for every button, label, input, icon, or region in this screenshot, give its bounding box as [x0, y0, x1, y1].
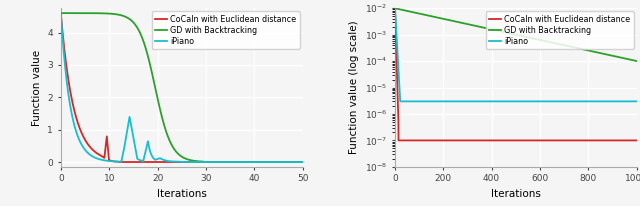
iPiano — [69, 119, 77, 122]
GD with Backtracking — [633, 60, 640, 62]
Line: GD with Backtracking: GD with Backtracking — [61, 13, 303, 162]
GD with Backtracking — [509, 33, 516, 35]
X-axis label: Iterations: Iterations — [157, 189, 207, 199]
GD with Backtracking — [248, 161, 255, 163]
Line: iPiano: iPiano — [395, 8, 637, 101]
GD with Backtracking — [292, 161, 300, 163]
GD with Backtracking — [299, 161, 307, 163]
GD with Backtracking — [582, 49, 589, 51]
CoCaln with Euclidean distance — [69, 104, 77, 107]
Y-axis label: Function value (log scale): Function value (log scale) — [349, 21, 359, 154]
X-axis label: Iterations: Iterations — [491, 189, 541, 199]
CoCaln with Euclidean distance — [404, 139, 412, 142]
iPiano — [292, 161, 300, 163]
iPiano — [175, 160, 182, 163]
iPiano — [292, 161, 300, 163]
GD with Backtracking — [502, 31, 510, 34]
CoCaln with Euclidean distance — [509, 139, 516, 142]
iPiano — [391, 7, 399, 9]
GD with Backtracking — [168, 144, 176, 147]
Line: iPiano: iPiano — [61, 13, 303, 162]
CoCaln with Euclidean distance — [115, 161, 123, 163]
iPiano — [626, 100, 634, 103]
Legend: CoCaln with Euclidean distance, GD with Backtracking, iPiano: CoCaln with Euclidean distance, GD with … — [486, 12, 634, 49]
CoCaln with Euclidean distance — [299, 161, 307, 163]
iPiano — [633, 100, 640, 103]
CoCaln with Euclidean distance — [175, 161, 182, 163]
iPiano — [502, 100, 510, 103]
CoCaln with Euclidean distance — [248, 161, 255, 163]
iPiano — [178, 161, 186, 163]
iPiano — [396, 100, 404, 103]
GD with Backtracking — [404, 10, 412, 12]
CoCaln with Euclidean distance — [292, 161, 300, 163]
Line: CoCaln with Euclidean distance: CoCaln with Euclidean distance — [61, 13, 303, 162]
CoCaln with Euclidean distance — [633, 139, 640, 142]
iPiano — [626, 100, 634, 103]
Y-axis label: Function value: Function value — [32, 49, 42, 126]
GD with Backtracking — [626, 58, 634, 61]
iPiano — [168, 160, 176, 163]
iPiano — [404, 100, 412, 103]
CoCaln with Euclidean distance — [168, 161, 176, 163]
GD with Backtracking — [200, 161, 207, 163]
CoCaln with Euclidean distance — [391, 7, 399, 9]
GD with Backtracking — [175, 153, 182, 155]
iPiano — [299, 161, 307, 163]
CoCaln with Euclidean distance — [626, 139, 634, 142]
CoCaln with Euclidean distance — [582, 139, 589, 142]
GD with Backtracking — [391, 7, 399, 9]
iPiano — [57, 12, 65, 14]
Line: CoCaln with Euclidean distance: CoCaln with Euclidean distance — [395, 8, 637, 140]
CoCaln with Euclidean distance — [57, 12, 65, 14]
GD with Backtracking — [69, 12, 77, 14]
GD with Backtracking — [292, 161, 300, 163]
CoCaln with Euclidean distance — [626, 139, 634, 142]
iPiano — [248, 161, 255, 163]
CoCaln with Euclidean distance — [395, 139, 403, 142]
CoCaln with Euclidean distance — [502, 139, 510, 142]
Legend: CoCaln with Euclidean distance, GD with Backtracking, iPiano: CoCaln with Euclidean distance, GD with … — [152, 12, 300, 49]
CoCaln with Euclidean distance — [292, 161, 300, 163]
iPiano — [582, 100, 589, 103]
GD with Backtracking — [57, 12, 65, 14]
Line: GD with Backtracking: GD with Backtracking — [395, 8, 637, 61]
GD with Backtracking — [626, 58, 634, 61]
iPiano — [509, 100, 516, 103]
